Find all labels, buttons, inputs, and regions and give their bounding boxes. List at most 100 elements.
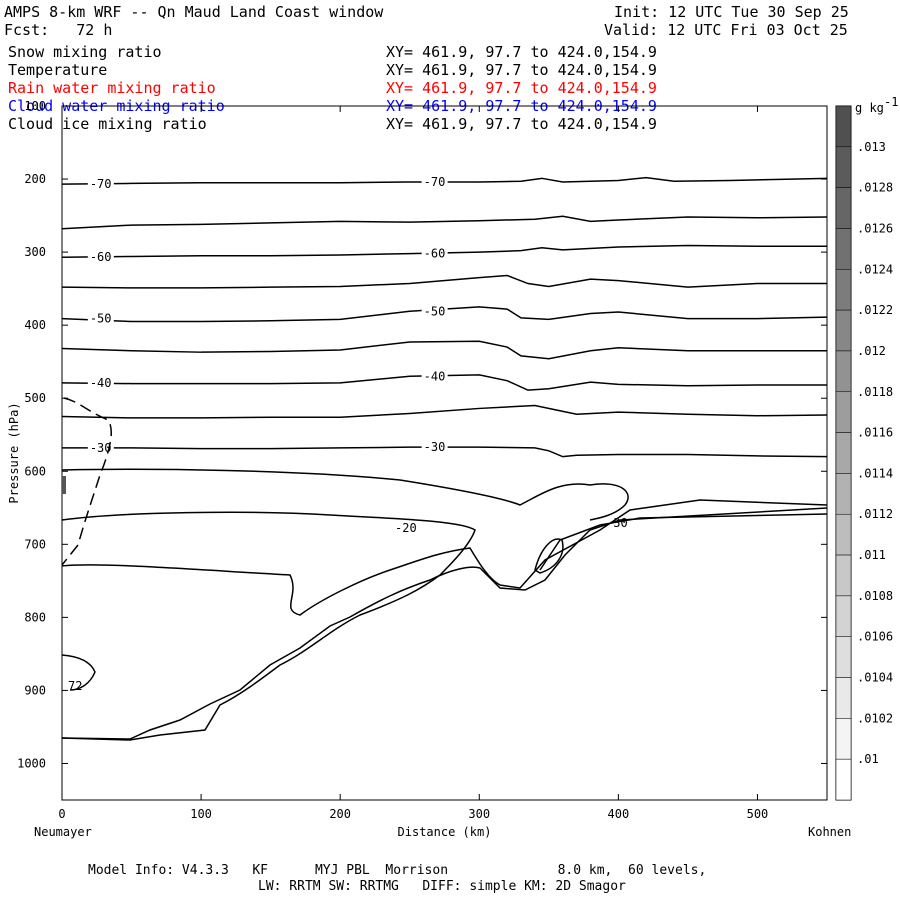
colorbar-label: .0112 (857, 507, 893, 521)
contour-label-bg (87, 249, 114, 264)
contour-upper-bump (61, 468, 629, 521)
colorbar-swatch (835, 554, 852, 597)
temperature-contour (61, 274, 827, 289)
colorbar-swatch (835, 105, 852, 148)
contour-minus20-closed (61, 511, 476, 741)
colorbar-swatch (835, 718, 852, 760)
contour-label-bg (87, 439, 114, 454)
forecast-hour: Fcst: 72 h (4, 21, 113, 39)
y-tick-label: 600 (24, 464, 46, 478)
contour-small-loop (534, 538, 564, 574)
temperature-contour (61, 215, 828, 230)
contour-label: -40 (424, 369, 446, 383)
x-tick-label: 400 (608, 807, 630, 821)
colorbar-swatch (835, 758, 852, 801)
colorbar-label: .01 (857, 752, 879, 766)
contour-label-bg (421, 245, 448, 260)
region-label-minus20: -20 (395, 521, 417, 535)
colorbar-swatch (835, 146, 852, 188)
y-tick-label: 900 (24, 683, 46, 697)
colorbar-swatch (835, 432, 852, 474)
field-xy: XY= 461.9, 97.7 to 424.0,154.9 (386, 61, 657, 79)
contour-label: -60 (90, 250, 112, 264)
contour-label-bg (421, 173, 448, 188)
colorbar-unit: g kg (855, 101, 884, 115)
y-tick-label: 800 (24, 610, 46, 624)
x-tick-label: 200 (329, 807, 351, 821)
colorbar-label: .011 (857, 548, 886, 562)
contour-label-bg (421, 439, 448, 454)
contour-label-bg (421, 303, 448, 318)
colorbar-label: .0106 (857, 630, 893, 644)
contour-lower-ridge (61, 499, 828, 616)
colorbar-swatch (835, 677, 852, 719)
colorbar-label: .0122 (857, 303, 893, 317)
y-tick-label: 700 (24, 537, 46, 551)
boundary-layer-contours (61, 468, 828, 741)
temperature-contour (61, 176, 828, 185)
contour-label: -30 (424, 440, 446, 454)
y-tick-label: 1000 (17, 756, 46, 770)
y-tick-label: 100 (24, 99, 46, 113)
chart-title: AMPS 8-km WRF -- Qn Maud Land Coast wind… (4, 3, 384, 21)
field-name: Cloud ice mixing ratio (8, 115, 207, 133)
x-tick-label: 300 (468, 807, 490, 821)
temperature-contour (62, 446, 828, 458)
colorbar-label: .0126 (857, 221, 893, 235)
colorbar-swatch (835, 513, 852, 556)
colorbar-swatch (835, 309, 852, 352)
contour-label: -70 (90, 177, 112, 191)
plot-frame (61, 105, 828, 801)
colorbar-swatch (835, 473, 852, 515)
contour-label: -30 (90, 441, 112, 455)
y-tick-label: 300 (24, 245, 46, 259)
colorbar-label: .012 (857, 344, 886, 358)
field-xy: XY= 461.9, 97.7 to 424.0,154.9 (386, 115, 657, 133)
colorbar-swatch (835, 636, 852, 678)
colorbar-swatch (835, 228, 852, 270)
contour-surface (61, 507, 828, 740)
colorbar-label: .0124 (857, 262, 893, 276)
contour-label-bg (87, 176, 114, 191)
contour-72-loop (61, 654, 96, 691)
contour-label: -40 (90, 376, 112, 390)
field-name: Temperature (8, 61, 108, 79)
temperature-contour (61, 404, 828, 419)
contour-label: -50 (90, 312, 112, 326)
contour-label: -60 (424, 247, 446, 261)
x-axis-label: Distance (km) (398, 825, 492, 839)
colorbar-label: .0116 (857, 426, 893, 440)
field-xy: XY= 461.9, 97.7 to 424.0,154.9 (386, 79, 657, 97)
temperature-contours: -70 -70 -60 -60 -50 -50 -40 -40 -30 -30 (61, 173, 828, 458)
physics-info: LW: RRTM SW: RRTMG DIFF: simple KM: 2D S… (258, 879, 626, 894)
contour-label: -50 (424, 304, 446, 318)
left-endpoint-label: Neumayer (34, 825, 92, 839)
contour-label-bg (87, 374, 114, 389)
snow-dashed-contour (61, 397, 112, 566)
y-tick-label: 200 (24, 172, 46, 186)
colorbar-swatch (835, 595, 852, 637)
colorbar-swatch (835, 269, 852, 311)
colorbar-label: .0102 (857, 711, 893, 725)
y-tick-label: 400 (24, 318, 46, 332)
colorbar-swatch (835, 187, 852, 229)
field-name: Rain water mixing ratio (8, 79, 216, 97)
colorbar-label: .013 (857, 140, 886, 154)
colorbar-label: .0108 (857, 589, 893, 603)
contour-label-bg (87, 310, 114, 325)
temperature-contour (61, 340, 827, 360)
axes: 0 100 200 300 400 500 100 200 300 400 500 600 700 800… (7, 99, 851, 839)
temperature-contour (61, 374, 827, 391)
init-time: Init: 12 UTC Tue 30 Sep 25 (614, 3, 849, 21)
colorbar-label: .0128 (857, 181, 893, 195)
y-tick-label: 500 (24, 391, 46, 405)
temperature-contour (61, 244, 827, 258)
x-tick-label: 0 (58, 807, 65, 821)
valid-time: Valid: 12 UTC Fri 03 Oct 25 (604, 21, 848, 39)
field-xy: XY= 461.9, 97.7 to 424.0,154.9 (386, 43, 657, 61)
contour-label-bg (421, 368, 448, 383)
colorbar: .013 .0128 .0126 .0124 .0122 .012 .0118 .0116 .0… (835, 95, 898, 801)
right-endpoint-label: Kohnen (808, 825, 851, 839)
colorbar-label: .0118 (857, 385, 893, 399)
